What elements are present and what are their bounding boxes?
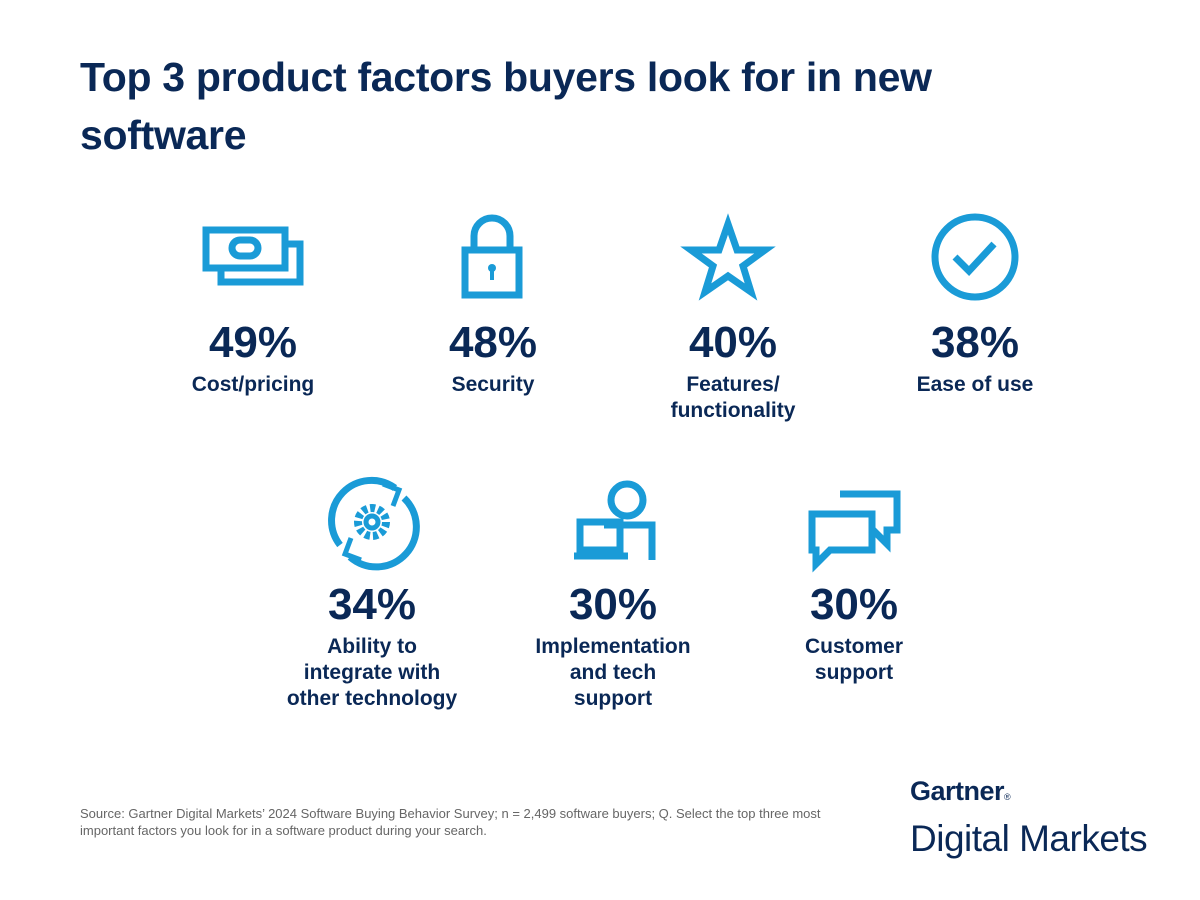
label-line: Ability to xyxy=(327,635,417,658)
title: Top 3 product factors buyers look for in… xyxy=(80,54,932,158)
lock-icon xyxy=(461,214,523,299)
trademark: ® xyxy=(1004,792,1011,802)
factor-label: Ease of use xyxy=(855,372,1095,398)
label-line: integrate with xyxy=(303,661,441,684)
factor-percent: 38% xyxy=(930,318,1020,367)
label-line: Customer xyxy=(804,635,904,658)
label-line: support xyxy=(814,661,894,684)
check-icon xyxy=(931,213,1019,301)
factor-percent: 40% xyxy=(688,318,778,367)
factor-label: Cost/pricing xyxy=(133,372,373,398)
factor-label: Security xyxy=(373,372,613,398)
label-line: functionality xyxy=(670,399,796,422)
factor-percent: 30% xyxy=(809,580,899,629)
label-line: Features/ xyxy=(686,373,780,396)
factor: 49% Cost/pricing xyxy=(133,318,373,398)
factor: 38% Ease of use xyxy=(855,318,1095,398)
label-line: Cost/pricing xyxy=(191,373,315,396)
label-line: Security xyxy=(451,373,535,396)
factor: 40% Features/functionality xyxy=(613,318,853,424)
factor-percent: 34% xyxy=(327,580,417,629)
factor-percent: 49% xyxy=(208,318,298,367)
label-line: Implementation xyxy=(535,635,691,658)
label-line: and tech xyxy=(569,661,657,684)
factor-percent: 48% xyxy=(448,318,538,367)
label-line: Ease of use xyxy=(916,373,1034,396)
factor: 34% Ability to integrate with other technol… xyxy=(252,580,492,712)
sub-brand: Digital Markets xyxy=(910,818,1148,859)
label-line: other technology xyxy=(286,687,458,710)
star-icon xyxy=(680,213,776,301)
factor-label: Customer support xyxy=(734,634,974,686)
factor-percent: 30% xyxy=(568,580,658,629)
factor: 48% Security xyxy=(373,318,613,398)
integration-icon xyxy=(328,476,420,571)
brand-name: Gartner xyxy=(910,776,1005,806)
support-person-icon xyxy=(574,480,656,560)
factor: 30% Implementation and tech support xyxy=(493,580,733,712)
chat-icon xyxy=(808,490,901,573)
factor: 30% Customer support xyxy=(734,580,974,686)
brand: Gartner® xyxy=(910,776,1011,807)
label-line: support xyxy=(573,687,653,710)
source-note: Source: Gartner Digital Markets’ 2024 So… xyxy=(80,806,821,838)
factor-label: Ability to integrate with other technology xyxy=(252,634,492,712)
factor-label: Features/functionality xyxy=(613,372,853,424)
factor-label: Implementation and tech support xyxy=(493,634,733,712)
money-icon xyxy=(202,226,304,286)
